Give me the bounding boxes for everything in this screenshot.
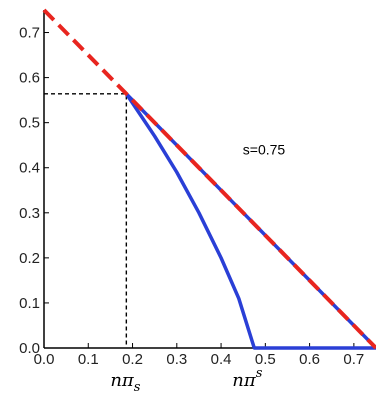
x-tick-label: 0.1 — [78, 351, 99, 368]
y-tick-label: 0.4 — [19, 160, 40, 177]
y-tick-label: 0.2 — [19, 250, 40, 267]
x-tick-label: 0.4 — [211, 351, 232, 368]
x-tick-label: 0.7 — [343, 351, 364, 368]
x-tick-labels: 0.0 0.1 0.2 0.3 0.4 0.5 0.6 0.7 — [34, 351, 365, 368]
annotations: s=0.75 nπs nπs — [110, 142, 285, 395]
y-tick-label: 0.5 — [19, 115, 40, 132]
x-tick-label: 0.3 — [166, 351, 187, 368]
s-value-annotation: s=0.75 — [243, 142, 286, 158]
x-tick-label: 0.5 — [255, 351, 276, 368]
x-tick-label: 0.6 — [299, 351, 320, 368]
n-pi-sub-s-label: nπs — [110, 370, 140, 395]
y-tick-label: 0.6 — [19, 70, 40, 87]
n-pi-sup-s-label: nπs — [232, 366, 262, 391]
y-tick-label: 0.1 — [19, 295, 40, 312]
y-tick-label: 0.7 — [19, 25, 40, 42]
n-pi-sup-base: nπ — [232, 370, 257, 391]
n-pi-sub-subscript: s — [134, 380, 141, 395]
y-tick-labels: 0.0 0.1 0.2 0.3 0.4 0.5 0.6 0.7 — [19, 25, 40, 357]
series-layer — [42, 8, 376, 350]
black-dotted-guide — [44, 93, 128, 348]
y-tick-label: 0.3 — [19, 205, 40, 222]
y-tick-label: 0.0 — [19, 340, 40, 357]
red-dashed-line — [42, 8, 376, 350]
x-tick-label: 0.0 — [34, 351, 55, 368]
n-pi-sup-superscript: s — [256, 366, 263, 381]
x-tick-label: 0.2 — [122, 351, 143, 368]
n-pi-sub-base: nπ — [110, 370, 135, 391]
blue-curve — [124, 92, 376, 350]
